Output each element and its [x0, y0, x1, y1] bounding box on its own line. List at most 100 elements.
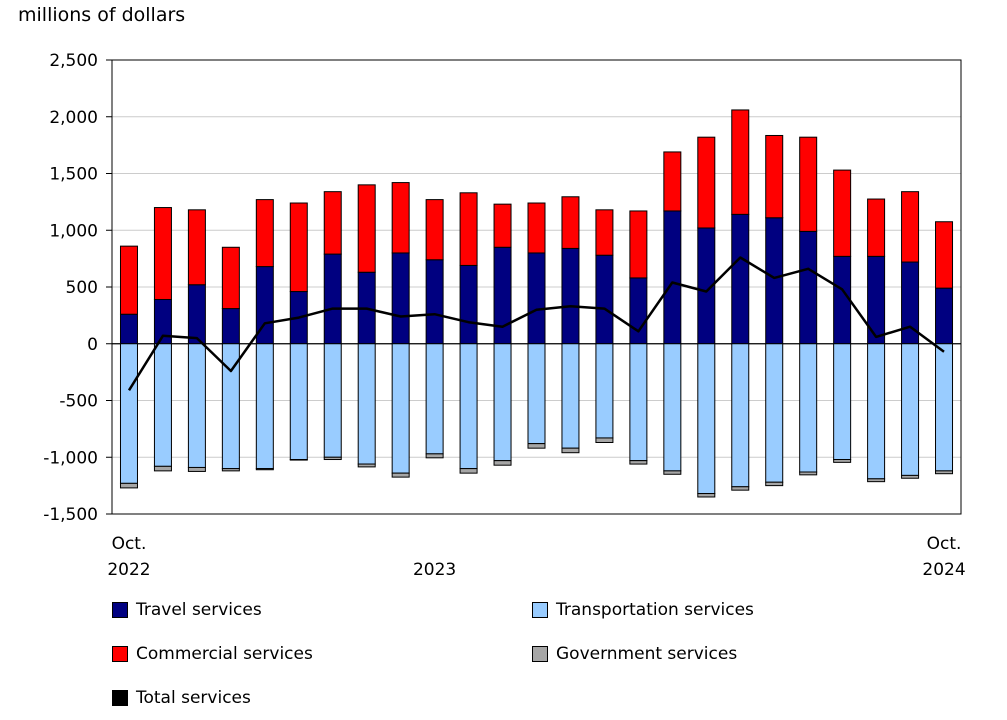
bar-commercial — [391, 182, 410, 254]
bar-travel — [493, 246, 512, 345]
bar-government — [765, 481, 784, 487]
bar-government — [833, 459, 852, 463]
bar-commercial — [493, 203, 512, 248]
bar-commercial — [629, 210, 648, 279]
bar-transportation — [425, 343, 444, 455]
bar-travel — [119, 313, 138, 345]
bar-commercial — [357, 184, 376, 273]
bar-commercial — [765, 134, 784, 219]
legend-item-government: Government services — [532, 644, 737, 664]
bar-government — [663, 470, 682, 475]
bar-transportation — [629, 343, 648, 462]
legend-item-travel: Travel services — [112, 600, 262, 620]
bar-transportation — [119, 343, 138, 484]
bar-commercial — [697, 136, 716, 229]
bar-travel — [221, 308, 240, 345]
bar-government — [595, 437, 614, 443]
x-tick-label: Oct. — [112, 534, 147, 554]
y-tick-label: 1,500 — [49, 165, 98, 185]
bar-government — [527, 443, 546, 449]
bar-government — [391, 472, 410, 478]
bar-transportation — [697, 343, 716, 495]
legend-swatch-government — [532, 646, 548, 662]
bar-government — [323, 456, 342, 461]
legend-item-transportation: Transportation services — [532, 600, 754, 620]
bar-government — [493, 460, 512, 466]
bar-government — [187, 466, 206, 472]
y-tick-label: -1,000 — [43, 448, 98, 468]
bar-commercial — [119, 245, 138, 315]
bar-commercial — [459, 192, 478, 266]
bar-government — [901, 474, 920, 479]
bar-transportation — [935, 343, 954, 472]
x-tick-label-year: 2023 — [413, 560, 456, 580]
legend-swatch-commercial — [112, 646, 128, 662]
legend-label-total: Total services — [136, 688, 251, 708]
bar-government — [459, 468, 478, 474]
bar-government — [697, 493, 716, 498]
legend-label-transportation: Transportation services — [556, 600, 754, 620]
bar-transportation — [901, 343, 920, 476]
x-tick-label-year: 2024 — [922, 560, 965, 580]
axes-layer: 2,500 2,000 1,500 1,000 500 0 -500 -1,000 -1,500… — [43, 51, 965, 580]
bar-commercial — [561, 196, 580, 249]
bar-government — [425, 453, 444, 459]
bar-travel — [833, 255, 852, 345]
bar-travel — [459, 264, 478, 345]
y-tick-label: 500 — [66, 278, 98, 298]
bar-commercial — [323, 191, 342, 255]
bar-government — [153, 465, 172, 472]
bars-layer — [119, 109, 954, 498]
legend-label-travel: Travel services — [136, 600, 262, 620]
bar-government — [629, 460, 648, 465]
total-line-layer — [127, 256, 945, 391]
bar-transportation — [527, 343, 546, 445]
bar-commercial — [867, 198, 886, 257]
bar-travel — [391, 252, 410, 345]
bar-travel — [527, 252, 546, 345]
bar-transportation — [459, 343, 478, 470]
bar-transportation — [493, 343, 512, 462]
legend-label-commercial: Commercial services — [136, 644, 313, 664]
legend-item-commercial: Commercial services — [112, 644, 313, 664]
bar-transportation — [561, 343, 580, 449]
bar-commercial — [187, 209, 206, 286]
bar-travel — [323, 253, 342, 345]
bar-commercial — [255, 199, 274, 268]
bar-transportation — [289, 343, 308, 461]
bar-government — [221, 468, 240, 472]
bar-transportation — [357, 343, 376, 465]
bar-travel — [595, 254, 614, 345]
x-tick-label: Oct. — [927, 534, 962, 554]
bar-commercial — [731, 109, 750, 215]
bar-travel — [187, 284, 206, 345]
bar-transportation — [255, 343, 274, 470]
bar-travel — [663, 210, 682, 345]
bar-travel — [731, 213, 750, 345]
bar-commercial — [425, 199, 444, 261]
bar-travel — [935, 287, 954, 345]
bar-commercial — [901, 191, 920, 263]
bar-commercial — [221, 246, 240, 310]
bar-travel — [765, 217, 784, 345]
y-tick-label: 2,000 — [49, 108, 98, 128]
bar-commercial — [799, 136, 818, 232]
bar-transportation — [799, 343, 818, 473]
y-tick-label: 0 — [87, 335, 98, 355]
bar-government — [119, 482, 138, 489]
bar-transportation — [833, 343, 852, 461]
bar-government — [935, 470, 954, 475]
bar-transportation — [187, 343, 206, 468]
bar-commercial — [663, 151, 682, 212]
bar-transportation — [731, 343, 750, 488]
bar-commercial — [527, 202, 546, 254]
y-axis-units-label: millions of dollars — [18, 4, 186, 26]
legend-swatch-travel — [112, 602, 128, 618]
bar-government — [357, 463, 376, 468]
bar-travel — [561, 247, 580, 345]
bar-government — [255, 468, 274, 471]
legend-label-government: Government services — [556, 644, 738, 664]
legend-swatch-transportation — [532, 602, 548, 618]
bar-government — [867, 478, 886, 483]
bar-transportation — [867, 343, 886, 480]
